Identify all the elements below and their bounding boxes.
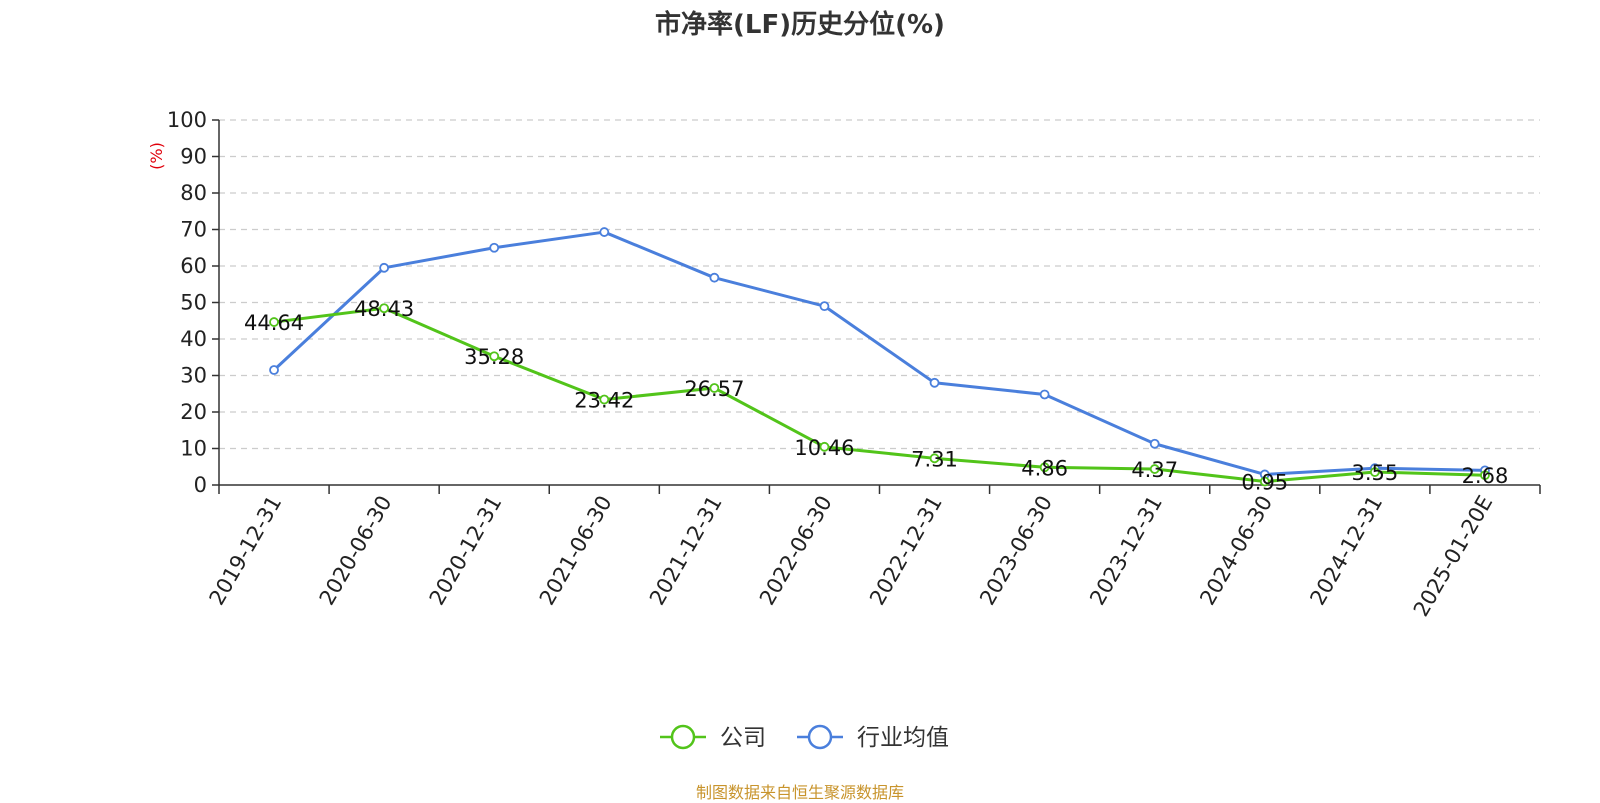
series-1-point [599,227,610,237]
data-label: 35.28 [464,345,524,369]
y-tick-label: 30 [180,364,207,388]
series-1-point [269,365,279,375]
x-tick-label: 2022-12-31 [865,492,947,610]
data-label: 2.68 [1462,464,1509,488]
data-label: 3.55 [1351,461,1398,485]
axes: 0 10 20 30 40 50 60 70 80 90 100(%) 2019-12-31 2020-… [147,108,1541,621]
series-1-point [1039,389,1050,400]
data-label: 10.46 [794,436,854,460]
grid-lines [219,119,1540,450]
data-label: 4.86 [1021,456,1068,480]
legend-label[interactable]: 行业均值 [857,725,949,751]
x-tick-label: 2025-01-20E [1409,492,1497,621]
data-label: 7.31 [911,447,958,471]
series-0-point [1149,464,1160,474]
x-tick-label: 2020-12-31 [425,492,507,610]
x-tick-label: 2024-12-31 [1305,492,1387,610]
data-label: 26.57 [684,377,744,401]
data-label: 44.64 [244,311,304,335]
series-1-point [819,301,830,312]
series-0-point [269,317,279,327]
legend-label[interactable]: 公司 [720,725,766,751]
y-tick-label: 80 [180,181,207,205]
series-0-point [1480,470,1490,481]
series-1-point [1149,438,1160,449]
x-tick-label: 2019-12-31 [205,492,287,610]
y-tick-label: 70 [180,218,207,242]
legend: 公司 行业均值 [660,724,949,751]
y-tick-label: 0 [194,473,207,497]
series-0-point [489,351,500,362]
y-tick-label: 90 [180,145,207,169]
legend-marker [807,724,833,750]
y-tick-label: 50 [180,291,207,315]
x-tick-label: 2021-06-30 [535,492,617,610]
series-0-point [709,383,720,393]
y-tick-label: 20 [180,400,207,424]
series-0-point [1039,462,1050,473]
series-line-0 [273,306,1486,484]
x-tick-label: 2024-06-30 [1195,492,1277,610]
series-0-point [1259,476,1270,487]
y-axis-label: (%) [147,142,166,170]
series-0-point [379,303,390,314]
x-tick-label: 2020-06-30 [315,492,397,610]
x-tick-label: 2023-12-31 [1085,492,1167,610]
data-label: 4.37 [1131,458,1178,482]
y-tick-label: 40 [180,327,207,351]
series-0-point [929,453,940,464]
x-tick-label: 2021-12-31 [645,492,727,610]
series-0-point [1369,467,1380,477]
data-labels: 44.64 48.43 35.28 23.42 26.57 10.46 7.31 4.86 4.… [244,297,1508,494]
series-0-point [819,441,830,452]
y-tick-label: 60 [180,254,207,278]
x-tick-label: 2023-06-30 [975,492,1057,610]
chart-title: 市净率(LF)历史分位(%) [655,10,945,40]
data-label: 48.43 [354,297,414,321]
y-tick-label: 100 [167,108,207,132]
x-tick-label: 2022-06-30 [755,492,837,610]
series-1-point [489,242,500,253]
series-1-point [379,262,390,273]
y-tick-label: 10 [180,437,207,461]
series-1-point [709,272,720,283]
source-note: 制图数据来自恒生聚源数据库 [695,783,904,802]
data-label: 23.42 [574,389,634,413]
series-line-1 [273,230,1485,476]
series [269,227,1490,487]
legend-marker [670,724,696,750]
series-1-point [929,377,940,388]
series-0-point [599,394,610,405]
data-label: 0.95 [1241,471,1288,495]
